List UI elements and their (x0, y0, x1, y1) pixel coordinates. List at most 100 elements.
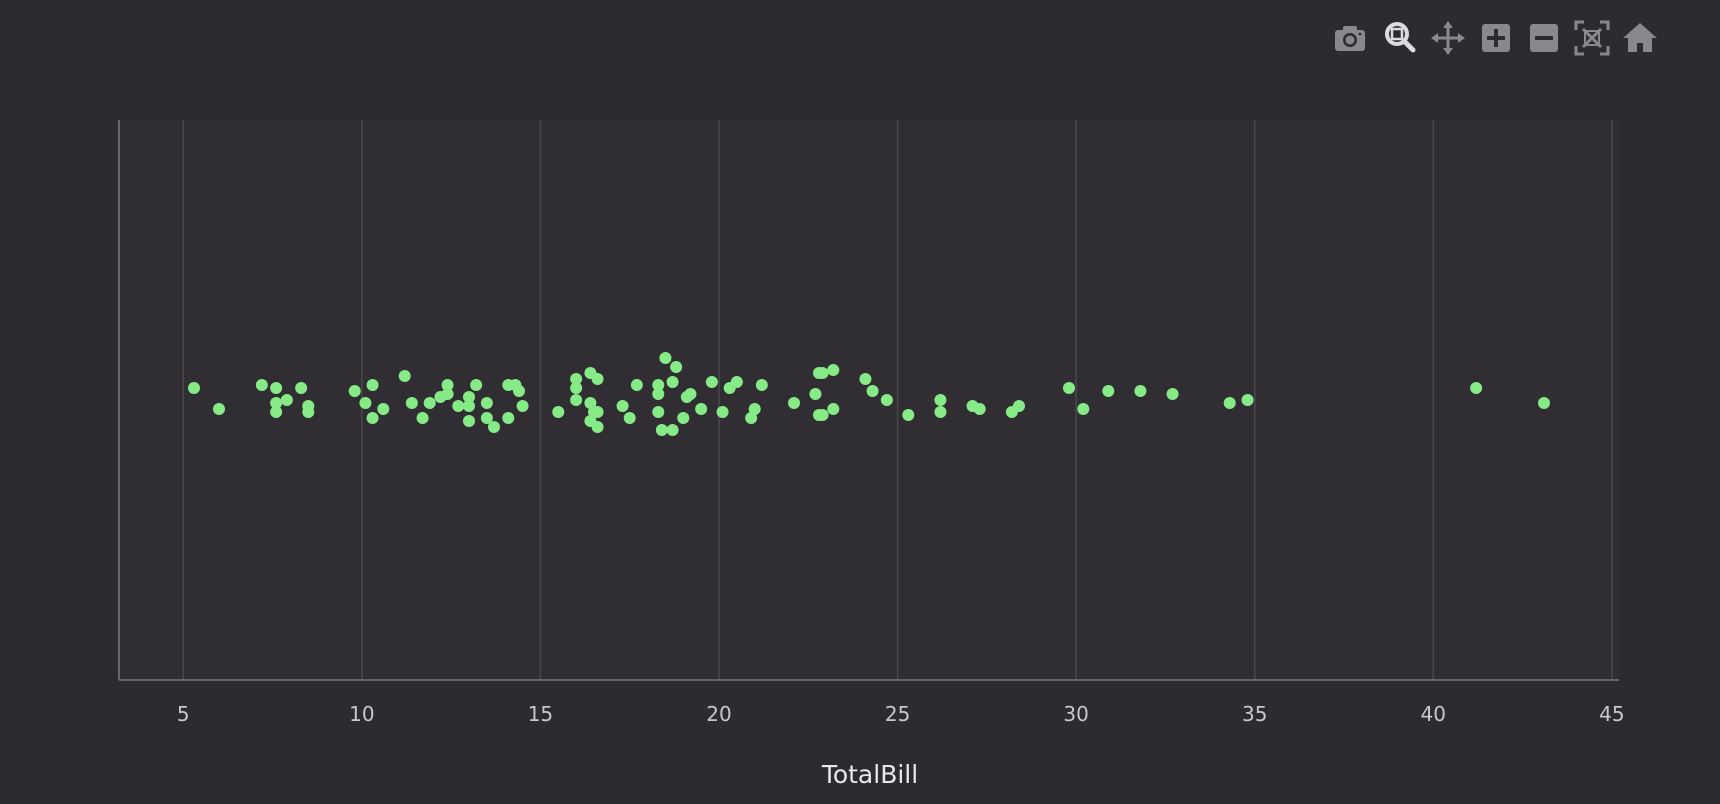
data-point[interactable] (745, 412, 758, 424)
data-point[interactable] (880, 394, 893, 406)
data-point[interactable] (866, 385, 879, 397)
data-point[interactable] (591, 373, 604, 385)
plot-background (119, 120, 1619, 680)
data-point[interactable] (584, 397, 597, 409)
data-point[interactable] (655, 424, 668, 436)
data-point[interactable] (652, 379, 665, 391)
data-point[interactable] (1063, 382, 1075, 394)
data-point[interactable] (755, 379, 768, 391)
zoom-icon[interactable] (1380, 18, 1420, 58)
data-point[interactable] (1241, 394, 1254, 406)
data-point[interactable] (809, 388, 822, 400)
data-point[interactable] (463, 415, 475, 427)
data-point[interactable] (398, 370, 411, 382)
data-point[interactable] (463, 391, 475, 403)
data-point[interactable] (441, 388, 454, 400)
x-axis-title: TotalBill (821, 760, 918, 789)
data-point[interactable] (1134, 385, 1147, 397)
data-point[interactable] (902, 409, 915, 421)
data-point[interactable] (666, 376, 679, 388)
x-tick-label: 45 (1599, 702, 1624, 726)
data-point[interactable] (827, 364, 840, 376)
data-point[interactable] (591, 406, 604, 418)
data-point[interactable] (255, 379, 268, 391)
data-point[interactable] (416, 412, 429, 424)
reset-axes-icon[interactable] (1620, 18, 1660, 58)
data-point[interactable] (366, 379, 379, 391)
data-point[interactable] (684, 388, 697, 400)
data-point[interactable] (570, 373, 583, 385)
zoom-out-icon[interactable] (1524, 18, 1564, 58)
data-point[interactable] (1077, 403, 1090, 415)
data-point[interactable] (452, 400, 465, 412)
data-point[interactable] (405, 397, 418, 409)
data-point[interactable] (748, 403, 761, 415)
data-point[interactable] (1166, 388, 1179, 400)
data-point[interactable] (705, 376, 718, 388)
data-point[interactable] (516, 400, 529, 412)
data-point[interactable] (513, 385, 525, 397)
data-point[interactable] (973, 403, 986, 415)
data-point[interactable] (730, 376, 743, 388)
autoscale-icon[interactable] (1572, 18, 1612, 58)
data-point[interactable] (470, 379, 483, 391)
data-point[interactable] (716, 406, 729, 418)
data-point[interactable] (480, 397, 493, 409)
x-tick-label: 35 (1242, 702, 1267, 726)
data-point[interactable] (295, 382, 308, 394)
data-point[interactable] (1102, 385, 1115, 397)
data-point[interactable] (463, 400, 475, 412)
data-point[interactable] (366, 412, 379, 424)
data-point[interactable] (1013, 400, 1025, 412)
data-point[interactable] (570, 394, 583, 406)
data-point[interactable] (1223, 397, 1236, 409)
data-point[interactable] (188, 382, 200, 394)
data-point[interactable] (423, 397, 436, 409)
data-point[interactable] (377, 403, 390, 415)
x-tick-label: 25 (885, 702, 910, 726)
data-point[interactable] (359, 397, 372, 409)
data-point[interactable] (616, 400, 629, 412)
data-point[interactable] (630, 379, 643, 391)
data-point[interactable] (695, 403, 708, 415)
data-point[interactable] (270, 406, 283, 418)
data-point[interactable] (570, 382, 583, 394)
data-point[interactable] (666, 424, 679, 436)
data-point[interactable] (659, 352, 672, 364)
data-point[interactable] (552, 406, 565, 418)
data-point[interactable] (270, 397, 283, 409)
modebar (1330, 18, 1710, 62)
data-point[interactable] (934, 406, 947, 418)
data-point[interactable] (652, 388, 665, 400)
pan-icon[interactable] (1428, 18, 1468, 58)
x-tick-label: 20 (706, 702, 731, 726)
data-point[interactable] (302, 406, 315, 418)
data-point[interactable] (441, 379, 454, 391)
data-point[interactable] (488, 421, 500, 433)
data-point[interactable] (348, 385, 361, 397)
data-point[interactable] (280, 394, 293, 406)
data-point[interactable] (670, 361, 683, 373)
data-point[interactable] (1470, 382, 1483, 394)
x-tick-label: 15 (528, 702, 553, 726)
data-point[interactable] (213, 403, 225, 415)
data-point[interactable] (502, 412, 515, 424)
data-point[interactable] (652, 406, 665, 418)
data-point[interactable] (934, 394, 947, 406)
data-point[interactable] (623, 412, 636, 424)
data-point[interactable] (816, 409, 829, 421)
data-point[interactable] (677, 412, 690, 424)
data-point[interactable] (816, 367, 829, 379)
data-point[interactable] (1538, 397, 1550, 409)
camera-icon[interactable] (1330, 18, 1370, 58)
data-point[interactable] (827, 403, 840, 415)
zoom-in-icon[interactable] (1476, 18, 1516, 58)
x-tick-label: 40 (1421, 702, 1446, 726)
data-point[interactable] (591, 421, 604, 433)
data-point[interactable] (859, 373, 872, 385)
data-point[interactable] (788, 397, 800, 409)
data-point[interactable] (270, 382, 283, 394)
data-point[interactable] (480, 412, 493, 424)
